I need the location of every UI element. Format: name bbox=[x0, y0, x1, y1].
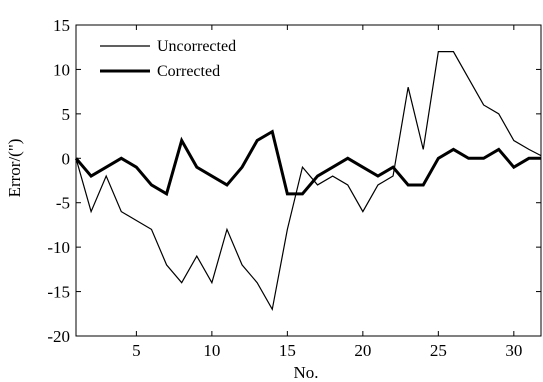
y-tick-label: -20 bbox=[47, 327, 70, 346]
y-tick-label: -10 bbox=[47, 238, 70, 257]
legend-label-corrected: Corrected bbox=[157, 63, 220, 80]
series-line-uncorrected bbox=[75, 51, 542, 312]
y-tick-label: 10 bbox=[53, 60, 70, 79]
y-axis-label: Error/(") bbox=[5, 139, 24, 198]
y-tick-label: -15 bbox=[47, 283, 70, 302]
x-tick-label: 20 bbox=[354, 341, 371, 360]
x-tick-label: 10 bbox=[203, 341, 220, 360]
y-tick-label: 0 bbox=[62, 149, 71, 168]
x-tick-label: 25 bbox=[430, 341, 447, 360]
legend-label-uncorrected: Uncorrected bbox=[157, 38, 236, 55]
axes-layer: 5 10 15 20 25 30 -20 -15 -10 -5 0 5 10 15 bbox=[47, 16, 541, 360]
x-tick-label: 5 bbox=[132, 341, 141, 360]
y-tick-label: 5 bbox=[62, 105, 71, 124]
y-tick-label: 15 bbox=[53, 16, 70, 35]
x-axis-label: No. bbox=[293, 363, 318, 382]
plot-frame bbox=[75, 24, 542, 337]
plot-area bbox=[75, 24, 542, 337]
y-tick-label: -5 bbox=[56, 194, 70, 213]
series-line-corrected bbox=[74, 129, 541, 197]
x-tick-label: 30 bbox=[505, 341, 522, 360]
series-layer bbox=[74, 51, 542, 312]
legend: Uncorrected Corrected bbox=[100, 38, 236, 80]
x-tick-label: 15 bbox=[279, 341, 296, 360]
